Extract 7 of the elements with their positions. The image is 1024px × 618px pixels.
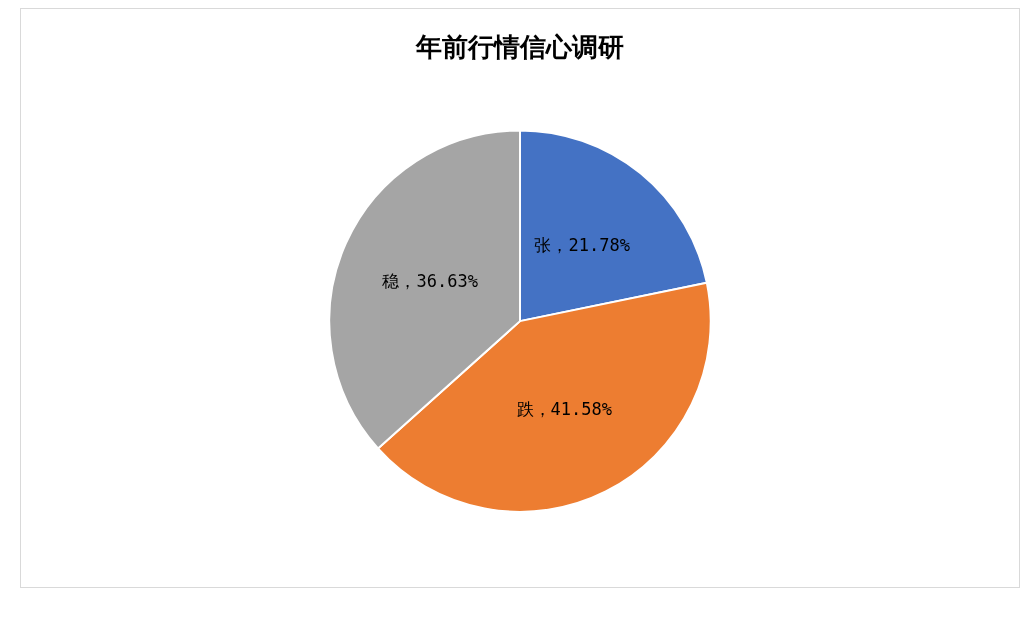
data-label: ，36.63% (399, 271, 478, 292)
slice-label: 跌 (516, 398, 534, 419)
slice-label: 张 (534, 234, 552, 255)
data-label: ，41.58% (533, 398, 612, 419)
chart-title: 年前行情信心调研 (415, 32, 624, 62)
data-label: ，21.78% (551, 234, 630, 255)
slice-label: 稳 (382, 271, 400, 292)
